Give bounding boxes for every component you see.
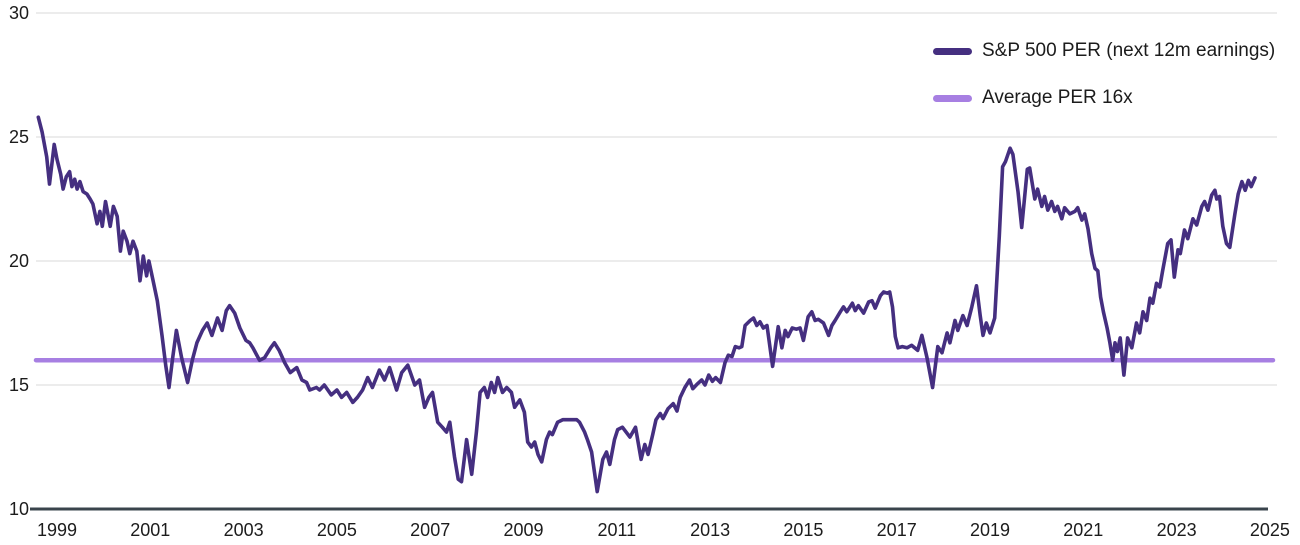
sp500-line-swatch-icon	[933, 47, 972, 55]
x-tick-label: 2011	[597, 520, 636, 540]
y-tick-label: 15	[9, 375, 29, 395]
y-tick-label: 25	[9, 127, 29, 147]
y-tick-label: 10	[9, 499, 29, 519]
x-tick-label: 2023	[1157, 520, 1197, 540]
x-tick-label: 2017	[877, 520, 917, 540]
x-tick-label: 2007	[410, 520, 450, 540]
x-tick-label: 2009	[503, 520, 543, 540]
x-tick-label: 1999	[37, 520, 77, 540]
x-tick-label: 2003	[224, 520, 264, 540]
legend-label-sp500-per: S&P 500 PER (next 12m earnings)	[982, 40, 1276, 61]
x-tick-label: 2015	[783, 520, 823, 540]
sp500-line	[36, 115, 1257, 494]
legend-item-average-per: Average PER 16x	[933, 87, 1275, 109]
x-tick-label: 2013	[690, 520, 730, 540]
y-tick-label: 30	[9, 3, 29, 23]
x-tick-label: 2025	[1250, 520, 1290, 540]
x-tick-label: 2019	[970, 520, 1010, 540]
legend: S&P 500 PER (next 12m earnings) Average …	[933, 40, 1275, 134]
legend-item-sp500-per: S&P 500 PER (next 12m earnings)	[933, 40, 1275, 62]
x-tick-label: 2005	[317, 520, 357, 540]
legend-label-average-per: Average PER 16x	[982, 87, 1133, 108]
average-line-swatch-icon	[933, 94, 972, 102]
x-tick-label: 2021	[1063, 520, 1103, 540]
x-tick-label: 2001	[130, 520, 170, 540]
y-tick-label: 20	[9, 251, 29, 271]
